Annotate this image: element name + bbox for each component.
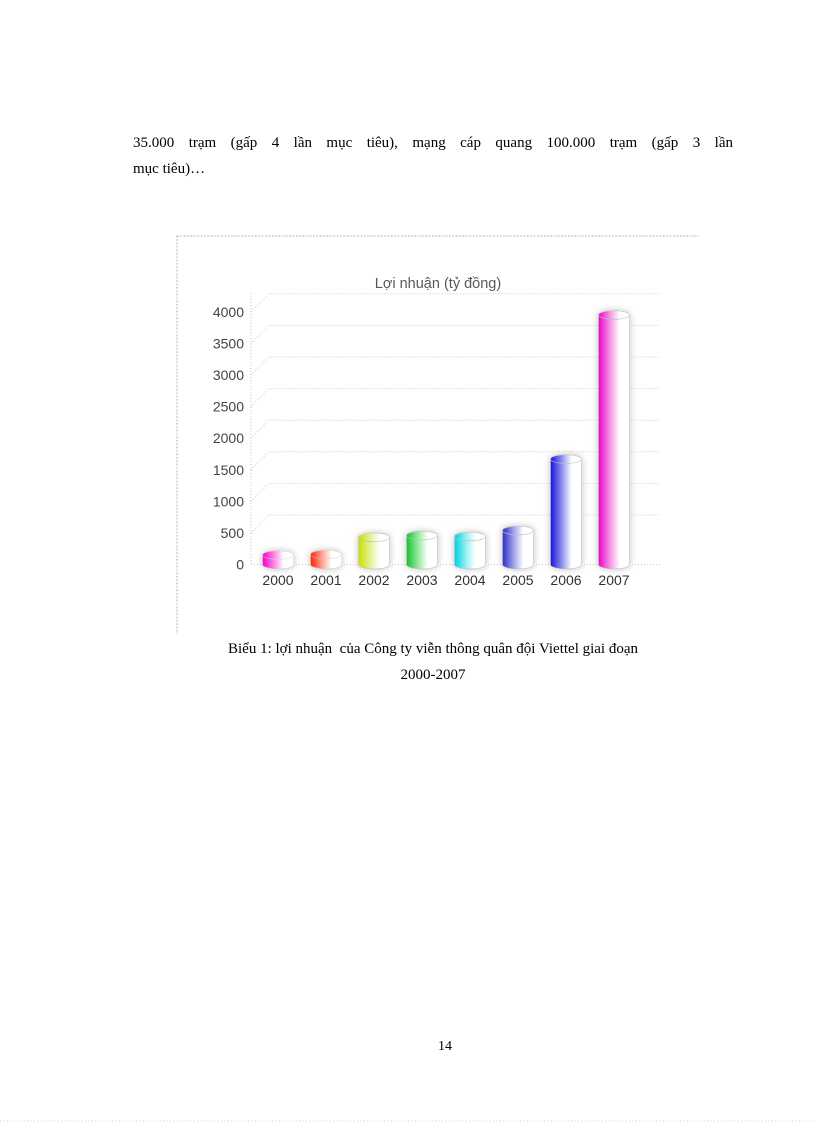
svg-text:2000: 2000	[262, 572, 293, 588]
svg-text:2006: 2006	[550, 572, 581, 588]
svg-text:2002: 2002	[358, 572, 389, 588]
svg-text:0: 0	[236, 557, 244, 573]
svg-text:500: 500	[221, 525, 245, 541]
svg-text:2005: 2005	[502, 572, 533, 588]
svg-text:2003: 2003	[406, 572, 437, 588]
svg-text:2000: 2000	[213, 430, 244, 446]
svg-text:3000: 3000	[213, 367, 244, 383]
svg-text:3500: 3500	[213, 335, 244, 351]
svg-text:2004: 2004	[454, 572, 485, 588]
svg-text:Lợi nhuận (tỷ đồng): Lợi nhuận (tỷ đồng)	[375, 276, 501, 292]
svg-text:1000: 1000	[213, 493, 244, 509]
svg-text:4000: 4000	[213, 304, 244, 320]
svg-text:2007: 2007	[598, 572, 629, 588]
svg-text:2001: 2001	[310, 572, 341, 588]
svg-text:1500: 1500	[213, 462, 244, 478]
svg-text:2500: 2500	[213, 399, 244, 415]
